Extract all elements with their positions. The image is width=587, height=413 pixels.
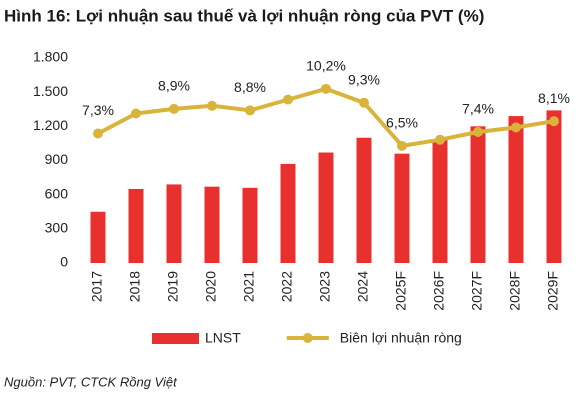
marker [245,105,255,116]
data-label: 7,3% [82,102,114,118]
y-tick-label: 1.800 [33,49,68,65]
bar [432,140,448,263]
bar [166,184,182,263]
y-tick-label: 1.500 [33,83,68,99]
x-tick-label: 2026F [431,271,447,311]
bar [356,137,372,263]
x-tick-label: 2023 [317,271,333,302]
y-tick-label: 600 [45,185,69,201]
bar [128,188,144,263]
source: Nguồn: PVT, CTCK Rồng Việt [4,374,178,389]
marker [511,122,521,133]
bar [90,211,106,263]
y-tick-label: 1.200 [33,117,68,133]
x-tick-label: 2022 [279,271,295,302]
line [97,86,555,148]
marker [131,108,141,119]
data-label: 8,1% [538,90,570,106]
data-label: 8,9% [158,78,190,94]
y-tick-label: 0 [60,254,68,270]
x-tick-label: 2021 [241,271,257,302]
chart-title: Hình 16: Lợi nhuận sau thuế và lợi nhuận… [4,6,484,25]
marker [549,116,559,127]
marker [359,97,369,108]
bar [470,126,486,263]
x-tick-label: 2024 [355,271,371,302]
marker [207,100,217,111]
x-tick-label: 2027F [469,271,485,311]
marker [169,103,179,114]
x-tick-label: 2029F [545,271,561,311]
x-tick-label: 2025F [393,271,409,311]
y-tick-label: 300 [45,220,69,236]
marker [473,126,483,137]
x-tick-label: 2019 [165,271,181,302]
x-tick-label: 2018 [127,271,143,302]
marker [93,128,103,139]
marker [321,83,331,94]
bar [508,116,524,263]
y-tick-label: 900 [45,151,69,167]
x-tick-label: 2028F [507,271,523,311]
legend-swatch [302,333,313,343]
legend-swatch [152,333,199,344]
marker [435,134,445,145]
bar [394,153,410,263]
x-tick-label: 2017 [89,271,105,302]
legend-label: Biên lợi nhuận ròng [340,330,462,346]
bar [280,163,296,263]
data-label: 10,2% [306,58,346,74]
bar [242,187,258,263]
bar [318,152,334,263]
data-label: 7,4% [462,101,494,117]
bar [204,186,220,263]
data-label: 8,8% [234,79,266,95]
data-label: 9,3% [348,71,380,87]
marker [397,140,407,151]
legend-label: LNST [205,330,241,346]
marker [283,94,293,105]
x-tick-label: 2020 [203,271,219,302]
data-label: 6,5% [386,115,418,131]
bar [546,110,562,263]
